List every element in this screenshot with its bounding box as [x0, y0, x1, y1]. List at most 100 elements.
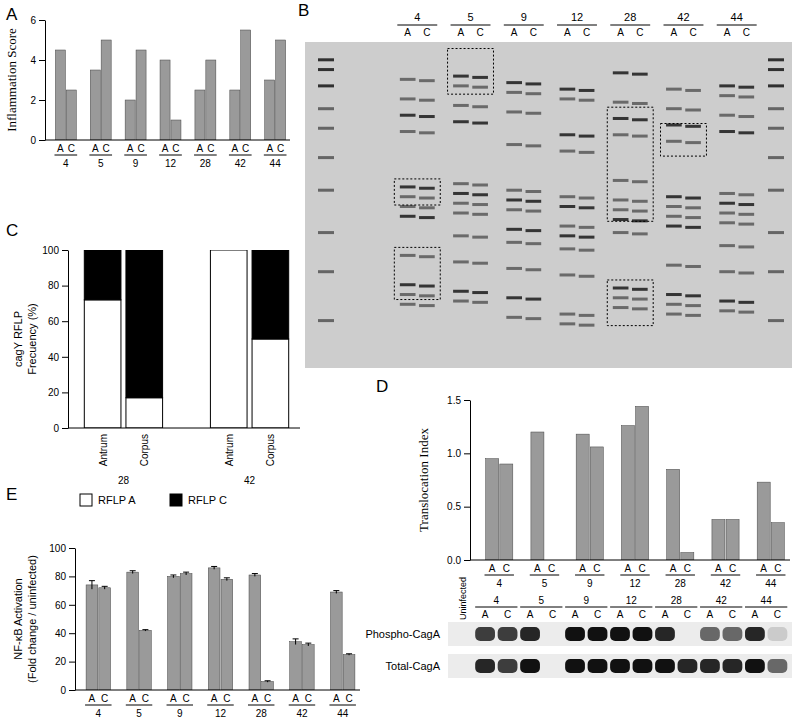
blot-band [768, 627, 788, 641]
x-tick-label: A [333, 693, 340, 704]
bar [681, 553, 694, 560]
blot-band [565, 627, 585, 641]
y-axis-line [75, 549, 76, 691]
bar [290, 642, 302, 690]
blot-group-underline [565, 607, 607, 608]
blot-band [745, 627, 765, 641]
gel-band [419, 131, 435, 134]
gel-ladder-band [768, 107, 784, 110]
bar [55, 50, 65, 140]
x-tick-label: C [172, 143, 179, 154]
y-tick-mark [464, 560, 470, 561]
panel-label: A [6, 5, 18, 24]
gel-band [526, 144, 542, 147]
gel-ladder-band [318, 270, 334, 273]
group-label: 5 [98, 158, 104, 169]
gel-band [613, 296, 629, 299]
gel-ladder-band [318, 319, 334, 322]
x-tick-label: C [101, 693, 108, 704]
group-label: 5 [467, 11, 473, 23]
x-tick-label: C [142, 693, 149, 704]
group-label: 42 [677, 11, 689, 23]
blot-band [588, 627, 608, 641]
error-bar [183, 572, 189, 575]
bar [195, 90, 205, 140]
group-label: 4 [414, 11, 420, 23]
bar [531, 432, 544, 560]
y-tick-label: 60 [48, 316, 60, 327]
gel-band [506, 267, 522, 270]
gel-band [419, 304, 435, 307]
gel-band [666, 264, 682, 267]
gel-band [472, 183, 488, 186]
blot-lane-label: A [617, 609, 624, 620]
gel-band [400, 283, 416, 286]
group-underline [557, 25, 597, 26]
x-tick-label: C [277, 143, 284, 154]
group-underline [54, 155, 77, 156]
lane-label: C [743, 27, 750, 38]
gel-ladder-band [318, 156, 334, 159]
error-cap [305, 643, 311, 644]
bar-segment [210, 250, 247, 251]
error-cap [333, 590, 339, 591]
y-tick-mark [69, 605, 75, 606]
error-cap [224, 577, 230, 578]
error-line [295, 639, 296, 645]
gel-band [666, 140, 682, 143]
y-tick-label: 80 [48, 280, 60, 291]
gel-band [738, 245, 754, 248]
group-underline [264, 155, 287, 156]
error-bar [211, 566, 217, 569]
lane-label: C [636, 27, 643, 38]
bar [168, 576, 180, 690]
gel-band [560, 225, 576, 228]
gel-band [666, 303, 682, 306]
y-tick: 0.5 [447, 501, 470, 512]
group-label: 28 [675, 578, 687, 589]
error-cap [102, 586, 108, 587]
gel-band [506, 189, 522, 192]
y-axis-line [470, 401, 471, 561]
error-bar [142, 630, 148, 631]
blot-group-label: 12 [626, 595, 638, 606]
blot-band [610, 627, 630, 641]
x-axis-line [45, 140, 290, 141]
gel-ladder-band [768, 68, 784, 71]
y-tick-label: 100 [42, 245, 59, 256]
gel-band [579, 206, 595, 209]
blot-group-underline [745, 607, 787, 608]
gel-band [719, 192, 735, 195]
gel-band [632, 118, 648, 121]
error-cap [293, 638, 299, 639]
bar-segment [126, 398, 163, 428]
blot-lane-label: A [752, 609, 759, 620]
y-axis: 0246 [30, 15, 45, 146]
blot-band [655, 659, 675, 673]
error-bar [305, 643, 311, 646]
x-tick-label: A [162, 143, 169, 154]
error-bar [102, 586, 108, 589]
gel-ladder-band [768, 189, 784, 192]
y-tick: 40 [48, 352, 68, 363]
blot-group-label: 5 [539, 595, 545, 606]
bar [712, 519, 725, 560]
gel-band [472, 122, 488, 125]
group-underline [89, 155, 112, 156]
bar [771, 523, 784, 560]
gel-band [472, 86, 488, 89]
blot-group-label: 4 [494, 595, 500, 606]
group-underline [530, 575, 559, 576]
blot-band [723, 659, 743, 673]
gel-ladder-band [768, 270, 784, 273]
gel-ladder-band [318, 189, 334, 192]
error-bar [130, 571, 136, 574]
group-label: 5 [136, 708, 142, 719]
gel-band [632, 200, 648, 203]
lane-label: C [530, 27, 537, 38]
y-tick-label: 6 [30, 15, 36, 26]
error-cap [130, 570, 136, 571]
gel-band [666, 293, 682, 296]
highlight-box [607, 107, 653, 221]
blot-band [588, 659, 608, 673]
